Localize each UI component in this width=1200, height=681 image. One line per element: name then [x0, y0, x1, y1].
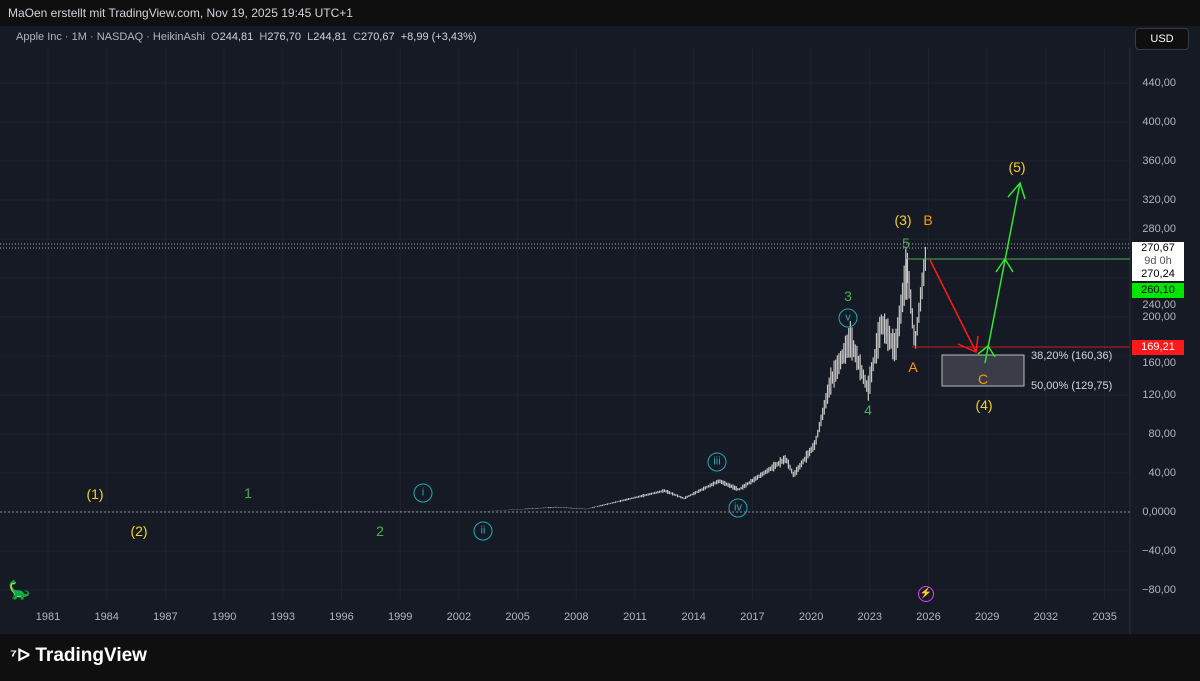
dino-icon[interactable]: 🦕 — [8, 580, 31, 600]
open-value: 244,81 — [219, 31, 254, 43]
high-label: H — [259, 31, 268, 43]
y-tick-label: 200,00 — [1142, 311, 1176, 323]
wave-label: C — [977, 371, 989, 387]
green-arrow-head — [995, 257, 1014, 273]
y-tick-label: 160,00 — [1142, 357, 1176, 369]
wave-label: (3) — [894, 212, 912, 228]
fib-382-label: 38,20% (160,36) — [1031, 350, 1113, 362]
x-tick-label: 2023 — [857, 611, 883, 623]
y-tick-label: 120,00 — [1142, 389, 1176, 401]
x-tick-label: 1999 — [387, 611, 413, 623]
y-tick-label: 320,00 — [1142, 194, 1176, 206]
wave-label-circled: i — [413, 483, 433, 503]
wave-label: 1 — [244, 485, 252, 501]
low-value: 244,81 — [313, 31, 347, 43]
chart-credit: MaOen erstellt mit TradingView.com, Nov … — [8, 6, 353, 20]
wave-label: A — [908, 359, 918, 375]
x-tick-label: 1987 — [153, 611, 178, 623]
chart-panel[interactable] — [0, 26, 1200, 634]
x-tick-label: 1993 — [270, 611, 296, 623]
wave-label: (5) — [1008, 159, 1026, 175]
wave-label: 3 — [844, 288, 852, 304]
change-value: +8,99 (+3,43%) — [400, 31, 477, 43]
red-arrow-head — [957, 335, 979, 354]
x-tick-label: 2026 — [916, 611, 941, 623]
y-tick-label: 80,00 — [1148, 428, 1176, 440]
close-label: C — [353, 31, 361, 43]
low-label: L — [307, 31, 314, 43]
wave-label-circled: iii — [707, 452, 727, 472]
y-tick-label: −40,00 — [1142, 545, 1176, 557]
wave-label: (2) — [130, 523, 148, 539]
y-tick-label: −80,00 — [1142, 584, 1176, 596]
countdown-label: 9d 0h — [1132, 255, 1184, 268]
fib-zone — [941, 354, 1025, 387]
y-tick-label: 400,00 — [1142, 116, 1176, 128]
x-tick-label: 2014 — [681, 611, 706, 623]
x-tick-label: 1996 — [329, 611, 354, 623]
prev-price-label: 270,24 — [1132, 268, 1184, 281]
green-arrow-head — [1007, 181, 1026, 200]
y-tick-label: 360,00 — [1142, 155, 1176, 167]
wave-label: (4) — [975, 397, 993, 413]
open-label: O — [211, 31, 220, 43]
red-arrow — [929, 259, 977, 353]
lightning-icon[interactable]: ⚡ — [918, 586, 934, 602]
x-tick-label: 2029 — [974, 611, 1000, 623]
x-tick-label: 2020 — [798, 611, 824, 623]
y-tick-label: 240,00 — [1142, 299, 1176, 311]
green-level-label: 260,10 — [1132, 283, 1184, 298]
green-arrow — [984, 182, 1021, 364]
x-tick-label: 2002 — [446, 611, 472, 623]
high-value: 276,70 — [267, 31, 301, 43]
wave-label: 2 — [376, 523, 384, 539]
y-tick-label: 440,00 — [1142, 77, 1176, 89]
symbol-legend: Apple Inc · 1M · NASDAQ · HeikinAshi O24… — [16, 31, 477, 43]
x-tick-label: 2005 — [505, 611, 530, 623]
fib-50-label: 50,00% (129,75) — [1031, 380, 1113, 392]
wave-label: B — [923, 212, 933, 228]
wave-label: (1) — [86, 486, 104, 502]
y-tick-label: 40,00 — [1148, 467, 1176, 479]
symbol-info: Apple Inc · 1M · NASDAQ · HeikinAshi — [16, 31, 205, 43]
x-tick-label: 2008 — [564, 611, 589, 623]
y-tick-label: 0,0000 — [1142, 506, 1176, 518]
wave-label: 4 — [864, 402, 872, 418]
x-tick-label: 2011 — [623, 611, 647, 623]
last-price-label: 270,67 — [1132, 242, 1184, 255]
x-tick-label: 1990 — [211, 611, 237, 623]
tradingview-logo: ⁷ᐅ TradingView — [10, 645, 147, 666]
x-tick-label: 1984 — [94, 611, 119, 623]
x-tick-label: 2035 — [1092, 611, 1117, 623]
x-tick-label: 2032 — [1033, 611, 1059, 623]
wave-label-circled: iv — [728, 498, 748, 518]
wave-label: 5 — [902, 235, 910, 251]
close-value: 270,67 — [360, 31, 395, 43]
green-arrow-head — [977, 344, 996, 358]
x-tick-label: 1981 — [35, 611, 61, 623]
x-tick-label: 2017 — [740, 611, 765, 623]
currency-button[interactable]: USD — [1135, 28, 1189, 50]
wave-label-circled: ii — [473, 521, 493, 541]
red-level-label: 169,21 — [1132, 340, 1184, 355]
wave-label-circled: v — [838, 308, 858, 328]
y-tick-label: 280,00 — [1142, 223, 1176, 235]
